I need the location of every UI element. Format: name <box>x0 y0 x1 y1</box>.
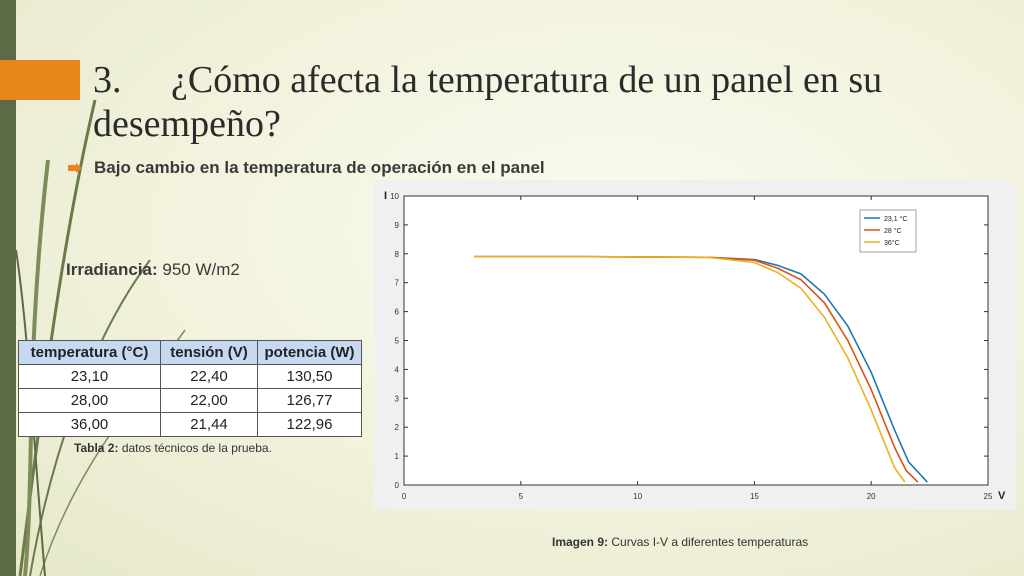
x-tick-label: 25 <box>984 492 993 501</box>
technical-data-table: temperatura (°C) tensión (V) potencia (W… <box>18 340 362 437</box>
legend-label: 23,1 °C <box>884 215 907 223</box>
y-tick-label: 4 <box>395 365 400 374</box>
irradiance-value: 950 W/m2 <box>162 260 240 279</box>
table-cell: 21,44 <box>160 412 258 437</box>
table-cell: 130,50 <box>257 364 362 389</box>
y-tick-label: 6 <box>395 308 400 317</box>
y-tick-label: 7 <box>395 279 400 288</box>
arrow-bullet-icon <box>68 163 82 173</box>
legend-label: 28 °C <box>884 227 902 235</box>
image-caption-label: Imagen 9: <box>552 535 609 549</box>
x-tick-label: 0 <box>402 492 407 501</box>
irradiance-label: Irradiancia: <box>66 260 158 279</box>
iv-chart-figure: 0 5 10 15 20 25 0 1 2 3 4 5 6 7 8 9 10 V I 23,1 °C 28 °C 36°C <box>374 180 1016 510</box>
table-header-row: temperatura (°C) tensión (V) potencia (W… <box>18 340 362 365</box>
title-number: 3. <box>93 59 122 101</box>
y-axis-label: I <box>384 190 387 202</box>
table-caption-text: datos técnicos de la prueba. <box>121 441 272 455</box>
legend-box <box>859 209 917 253</box>
irradiance-text: Irradiancia: 950 W/m2 <box>66 260 240 280</box>
slide-title: 3. ¿Cómo afecta la temperatura de un pane… <box>93 58 993 146</box>
table-cell: 122,96 <box>257 412 362 437</box>
table-row: 36,00 21,44 122,96 <box>18 412 362 437</box>
y-tick-label: 0 <box>395 481 400 490</box>
table-caption: Tabla 2: datos técnicos de la prueba. <box>74 441 272 455</box>
image-caption: Imagen 9: Curvas I-V a diferentes temper… <box>552 535 808 549</box>
table-cell: 22,00 <box>160 388 258 413</box>
series-line <box>474 255 906 483</box>
table-cell: 126,77 <box>257 388 362 413</box>
y-tick-label: 9 <box>395 221 400 230</box>
y-tick-label: 5 <box>395 337 400 346</box>
iv-chart: 0 5 10 15 20 25 0 1 2 3 4 5 6 7 8 9 10 V I 23,1 °C 28 °C 36°C <box>384 190 1006 502</box>
table-header: temperatura (°C) <box>18 340 161 365</box>
x-axis-label: V <box>998 490 1006 502</box>
x-tick-label: 5 <box>519 492 524 501</box>
x-tick-label: 20 <box>867 492 876 501</box>
left-accent-bar <box>0 0 16 576</box>
title-text: ¿Cómo afecta la temperatura de un panel … <box>93 59 883 145</box>
table-cell: 28,00 <box>18 388 161 413</box>
bullet-item: Bajo cambio en la temperatura de operaci… <box>68 158 545 178</box>
table-cell: 22,40 <box>160 364 258 389</box>
table-header: tensión (V) <box>160 340 258 365</box>
y-tick-label: 3 <box>395 394 400 403</box>
y-tick-label: 8 <box>395 250 400 259</box>
title-accent-tab <box>0 60 80 100</box>
table-cell: 23,10 <box>18 364 161 389</box>
table-header: potencia (W) <box>257 340 362 365</box>
y-tick-label: 2 <box>395 423 400 432</box>
y-tick-label: 1 <box>395 452 400 461</box>
table-caption-label: Tabla 2: <box>74 441 119 455</box>
table-cell: 36,00 <box>18 412 161 437</box>
image-caption-text: Curvas I-V a diferentes temperaturas <box>611 535 809 549</box>
table-row: 28,00 22,00 126,77 <box>18 388 362 413</box>
table-row: 23,10 22,40 130,50 <box>18 364 362 389</box>
x-tick-label: 10 <box>633 492 642 501</box>
legend-label: 36°C <box>884 239 900 247</box>
y-tick-label: 10 <box>390 192 399 201</box>
x-tick-label: 15 <box>750 492 759 501</box>
bullet-text: Bajo cambio en la temperatura de operaci… <box>94 158 545 177</box>
